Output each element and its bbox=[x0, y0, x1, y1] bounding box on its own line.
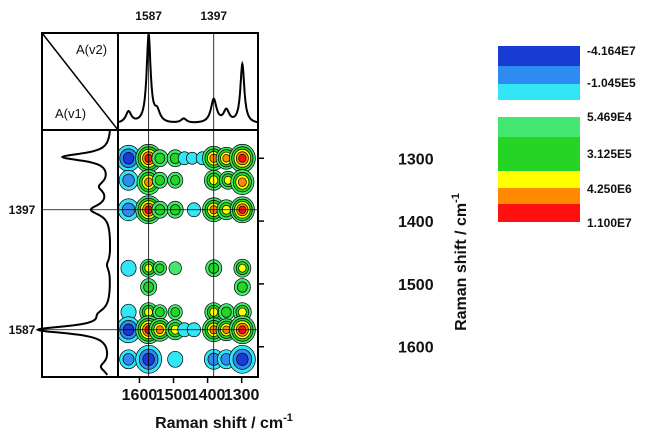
legend-label: 5.469E4 bbox=[587, 110, 632, 124]
y-tick-label: 1300 bbox=[398, 151, 434, 168]
cross-peak bbox=[167, 171, 184, 189]
cross-peak bbox=[152, 260, 167, 276]
contour-level-2 bbox=[155, 307, 165, 318]
legend-swatch bbox=[498, 171, 580, 188]
contour-level-5 bbox=[238, 153, 247, 163]
x-axis-title-unit: -1 bbox=[283, 412, 293, 424]
y-axis-title: Raman shift / cm-1 bbox=[450, 193, 470, 331]
cross-peak bbox=[228, 344, 256, 374]
spectrum-top bbox=[118, 33, 257, 124]
legend-label: 4.250E6 bbox=[587, 182, 632, 196]
cross-peak bbox=[151, 149, 169, 168]
contour-level-3 bbox=[238, 307, 247, 317]
outer-frame bbox=[41, 32, 259, 378]
left-marker-label: 1587 bbox=[9, 323, 36, 337]
contour-level-2 bbox=[122, 173, 135, 187]
legend-swatch bbox=[498, 117, 580, 137]
cross-peak bbox=[228, 143, 256, 173]
cross-peak bbox=[119, 349, 138, 370]
contour-level-2 bbox=[237, 281, 248, 293]
y-axis-title-text: Raman shift / cm bbox=[453, 203, 470, 331]
cross-peak bbox=[230, 169, 255, 195]
x-axis-title-text: Raman shift / cm bbox=[155, 415, 283, 432]
contour-level-2 bbox=[155, 263, 165, 273]
x-tick-label: 1300 bbox=[224, 387, 260, 404]
x-tick-label: 1400 bbox=[190, 387, 226, 404]
legend-swatch bbox=[498, 188, 580, 204]
top-marker-label: 1587 bbox=[135, 9, 162, 23]
x-tick-label: 1500 bbox=[156, 387, 192, 404]
legend-swatch bbox=[498, 66, 580, 84]
legend-swatch bbox=[498, 137, 580, 171]
contour-level-2 bbox=[154, 174, 165, 186]
x-tick-label: 1600 bbox=[122, 387, 158, 404]
cross-peak bbox=[119, 144, 141, 172]
cross-peak bbox=[233, 258, 252, 278]
legend: -4.164E7 -1.045E5 5.469E4 3.125E5 4.250E6 1.1… bbox=[498, 44, 636, 230]
contour-level-1 bbox=[167, 350, 184, 368]
legend-label: -4.164E7 bbox=[587, 44, 636, 58]
contour-level-1 bbox=[120, 259, 137, 277]
y-axis-title-unit: -1 bbox=[450, 193, 462, 203]
contour-level-2 bbox=[170, 174, 181, 186]
contour-level-2 bbox=[122, 353, 135, 366]
contour-level-2 bbox=[170, 307, 180, 318]
contour-level-4 bbox=[222, 154, 231, 163]
contour-level-2 bbox=[221, 306, 232, 318]
spectra-layer bbox=[35, 33, 257, 376]
cross-peak bbox=[120, 259, 137, 277]
spectrum-left bbox=[35, 130, 111, 376]
contour-level-4 bbox=[237, 177, 247, 187]
cross-peak bbox=[167, 304, 183, 321]
cross-peak bbox=[217, 303, 235, 322]
contour-level-3 bbox=[236, 352, 249, 366]
y-tick-label: 1400 bbox=[398, 214, 434, 231]
left-marker-label: 1397 bbox=[9, 203, 36, 217]
cross-peak bbox=[233, 278, 251, 296]
contour-level-3 bbox=[238, 263, 247, 273]
legend-label: 3.125E5 bbox=[587, 147, 632, 161]
marker-labels: 1587 1397 1397 1587 bbox=[9, 9, 228, 337]
corner-label-top: A(v2) bbox=[76, 42, 107, 57]
y-tick-label: 1600 bbox=[398, 340, 434, 357]
x-axis-title: Raman shift / cm-1 bbox=[155, 412, 293, 432]
legend-swatch bbox=[498, 46, 580, 66]
legend-swatch bbox=[498, 84, 580, 100]
corner-label-bottom: A(v1) bbox=[55, 106, 86, 121]
cross-peak bbox=[119, 169, 139, 191]
legend-label: 1.100E7 bbox=[587, 216, 632, 230]
contour-level-2 bbox=[154, 152, 166, 164]
legend-label: -1.045E5 bbox=[587, 76, 636, 90]
cross-peak bbox=[152, 304, 168, 321]
legend-swatch bbox=[498, 204, 580, 222]
cross-peak bbox=[151, 171, 168, 189]
cross-peak bbox=[167, 350, 184, 368]
y-tick-label: 1500 bbox=[398, 277, 434, 294]
top-marker-label: 1397 bbox=[200, 9, 227, 23]
corner-diagonal bbox=[41, 32, 119, 131]
contour-level-1 bbox=[168, 261, 182, 276]
cross-peak bbox=[168, 261, 182, 276]
grid-lines bbox=[42, 33, 258, 377]
contour-level-3 bbox=[122, 152, 135, 165]
